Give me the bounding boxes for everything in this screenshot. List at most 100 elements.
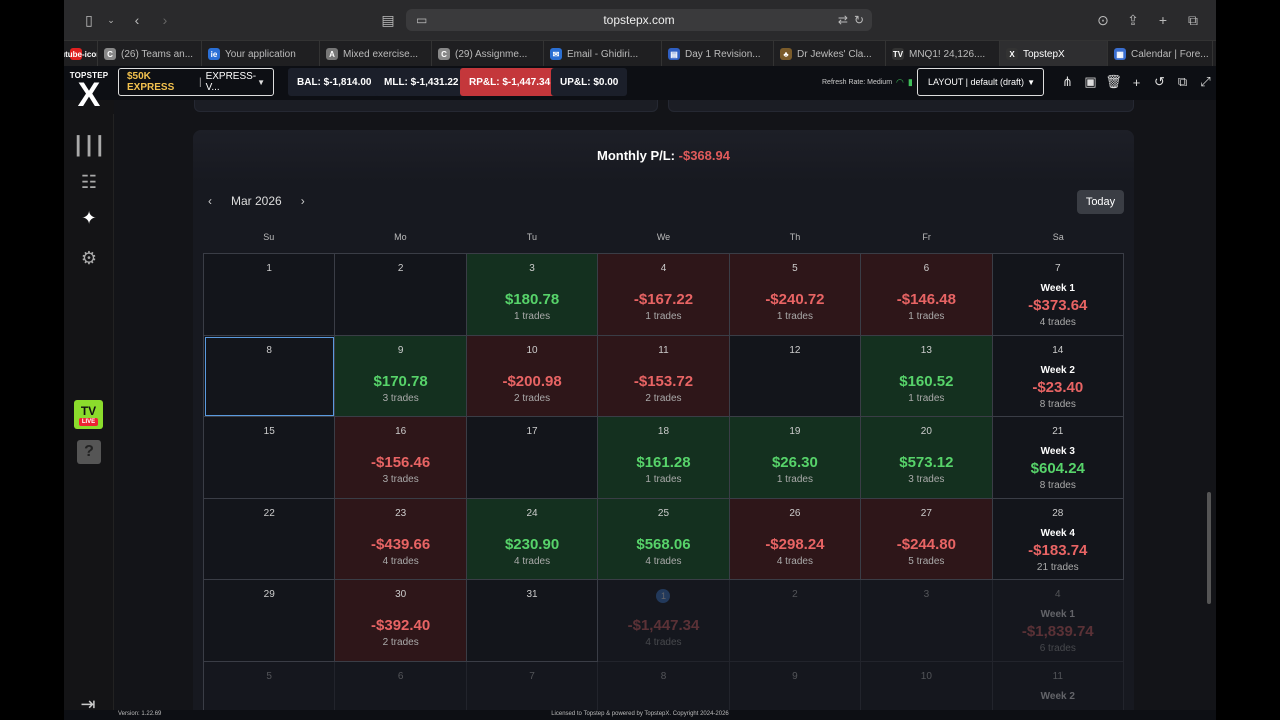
day-number: 14: [1052, 344, 1064, 356]
pnl-amount: $573.12: [899, 454, 954, 472]
day-number: 27: [920, 507, 932, 519]
day-cell[interactable]: 9: [729, 661, 862, 710]
today-button[interactable]: Today: [1077, 190, 1124, 214]
refresh-rate[interactable]: Refresh Rate: Medium ◠ ▮: [822, 77, 913, 88]
browser-tab[interactable]: A Mixed exercise...: [320, 41, 432, 67]
week-summary-cell[interactable]: 7 Week 1 -$373.64 4 trades: [992, 254, 1124, 336]
browser-tab[interactable]: ▦ Calendar | Fore...: [1108, 41, 1213, 67]
prev-month-icon[interactable]: ‹: [208, 194, 212, 208]
logout-icon[interactable]: ⇥: [80, 693, 96, 714]
windows-icon[interactable]: ⧉: [1177, 74, 1188, 89]
day-cell[interactable]: 12: [729, 335, 862, 418]
day-cell[interactable]: 2: [729, 580, 862, 662]
browser-tab[interactable]: X TopstepX: [1000, 41, 1108, 67]
scrollbar-thumb[interactable]: [1207, 492, 1211, 604]
day-cell[interactable]: 29: [204, 580, 336, 662]
share-icon[interactable]: ⇪: [1127, 11, 1139, 28]
day-cell[interactable]: 5 -$240.72 1 trades: [729, 254, 862, 336]
layout-select[interactable]: LAYOUT | default (draft) ▼: [917, 68, 1044, 96]
day-cell[interactable]: 17: [466, 417, 599, 499]
save-icon[interactable]: ▣: [1084, 74, 1097, 89]
browser-tab[interactable]: ✉ Email - Ghidiri...: [544, 41, 662, 67]
day-cell[interactable]: 30 -$392.40 2 trades: [335, 580, 467, 662]
day-cell[interactable]: 24 $230.90 4 trades: [466, 498, 599, 581]
new-tab-icon[interactable]: +: [1158, 12, 1168, 28]
day-number: 6: [923, 263, 930, 274]
undo-icon[interactable]: ↺: [1154, 74, 1165, 89]
caret-down-icon: ▼: [257, 77, 265, 87]
address-bar[interactable]: ▭ topstepx.com ⇄ ↻: [406, 9, 872, 31]
day-cell[interactable]: 27 -$244.80 5 trades: [861, 498, 993, 581]
day-cell[interactable]: 10 -$200.98 2 trades: [466, 335, 599, 418]
day-cell[interactable]: 2: [335, 254, 467, 336]
day-number: 25: [657, 507, 670, 519]
day-cell[interactable]: 22: [204, 498, 336, 581]
tab-overview-icon[interactable]: ⧉: [1188, 11, 1198, 28]
nav-community-icon[interactable]: ☷: [80, 171, 98, 192]
download-icon[interactable]: ⊙: [1097, 11, 1109, 28]
day-cell[interactable]: 1: [204, 254, 336, 336]
day-cell[interactable]: 31: [466, 580, 599, 662]
day-cell[interactable]: 7: [466, 661, 599, 710]
sidebar-toggle-icon[interactable]: ▯: [85, 11, 93, 28]
browser-tab[interactable]: TV MNQ1! 24,126....: [886, 41, 1000, 67]
week-summary-cell[interactable]: 4 Week 1 -$1,839.74 6 trades: [992, 580, 1124, 662]
day-cell[interactable]: 13 $160.52 1 trades: [861, 335, 993, 418]
week-summary-cell[interactable]: 21 Week 3 $604.24 8 trades: [992, 417, 1124, 499]
day-cell[interactable]: 11 -$153.72 2 trades: [598, 335, 730, 418]
chevron-down-icon[interactable]: ⌄: [107, 14, 115, 25]
day-number: 3: [923, 589, 930, 601]
browser-tab[interactable]: C (29) Assignme...: [432, 41, 544, 67]
theme-icon[interactable]: ⋔: [1062, 74, 1073, 89]
trash-icon[interactable]: 🗑: [1105, 74, 1122, 89]
fullscreen-icon[interactable]: ⤢: [1200, 74, 1211, 89]
help-icon[interactable]: ?: [77, 440, 101, 464]
next-month-icon[interactable]: ›: [300, 194, 305, 208]
tab-favicon-icon: A: [326, 48, 338, 60]
day-cell[interactable]: 10: [861, 661, 993, 710]
back-icon[interactable]: ‹: [134, 12, 140, 28]
day-cell[interactable]: 4 -$167.22 1 trades: [598, 254, 730, 336]
tv-live-icon[interactable]: TV LIVE: [74, 400, 103, 429]
browser-tab[interactable]: C (26) Teams an...: [98, 41, 202, 67]
reader-icon[interactable]: ▤: [381, 11, 395, 28]
nav-stats-icon[interactable]: ✦: [81, 207, 97, 228]
add-icon[interactable]: +: [1132, 74, 1141, 90]
day-cell[interactable]: 6: [335, 661, 467, 710]
page-settings-icon[interactable]: ▭: [416, 13, 428, 27]
browser-tab[interactable]: ♣ Dr Jewkes' Cla...: [774, 41, 886, 67]
week-summary-cell[interactable]: 28 Week 4 -$183.74 21 trades: [992, 498, 1124, 581]
week-summary-cell[interactable]: 14 Week 2 -$23.40 8 trades: [992, 335, 1124, 418]
translate-icon[interactable]: ⇄: [837, 13, 848, 27]
day-cell[interactable]: 1 -$1,447.34 4 trades: [598, 580, 730, 662]
browser-tab[interactable]: ▤ Day 1 Revision...: [662, 41, 774, 67]
trade-count: 1 trades: [908, 392, 945, 404]
day-cell[interactable]: 3: [861, 580, 993, 662]
nav-settings-gear-icon[interactable]: ⚙: [80, 247, 98, 268]
reload-icon[interactable]: ↻: [853, 13, 864, 27]
forward-icon[interactable]: ›: [162, 12, 168, 28]
day-cell[interactable]: 19 $26.30 1 trades: [729, 417, 862, 499]
day-cell[interactable]: 8: [598, 661, 730, 710]
day-cell[interactable]: 9 $170.78 3 trades: [335, 335, 467, 418]
week-label: Week 3: [1040, 446, 1075, 458]
account-select[interactable]: $50K EXPRESS | EXPRESS-V... ▼: [118, 68, 274, 96]
day-cell[interactable]: 23 -$439.66 4 trades: [335, 498, 467, 581]
day-cell[interactable]: 6 -$146.48 1 trades: [861, 254, 993, 336]
trade-count: 8 trades: [1039, 480, 1076, 492]
day-cell[interactable]: 5: [204, 661, 336, 710]
day-cell[interactable]: 8: [204, 335, 336, 418]
day-cell[interactable]: 15: [204, 417, 336, 499]
day-cell[interactable]: 26 -$298.24 4 trades: [729, 498, 862, 581]
day-cell[interactable]: 3 $180.78 1 trades: [466, 254, 599, 336]
day-cell[interactable]: 18 $161.28 1 trades: [598, 417, 730, 499]
browser-tab[interactable]: youtube-icon: [64, 41, 98, 67]
scrollbar[interactable]: [1206, 100, 1212, 700]
day-cell[interactable]: 25 $568.06 4 trades: [598, 498, 730, 581]
day-cell[interactable]: 20 $573.12 3 trades: [861, 417, 993, 499]
browser-tab[interactable]: ie Your application: [202, 41, 320, 67]
nav-trading-chart-icon[interactable]: ┃┃┃: [72, 135, 106, 156]
topstepx-logo[interactable]: TOPSTEP X: [64, 66, 114, 114]
day-cell[interactable]: 16 -$156.46 3 trades: [335, 417, 467, 499]
week-summary-cell[interactable]: 11 Week 2: [992, 661, 1124, 710]
